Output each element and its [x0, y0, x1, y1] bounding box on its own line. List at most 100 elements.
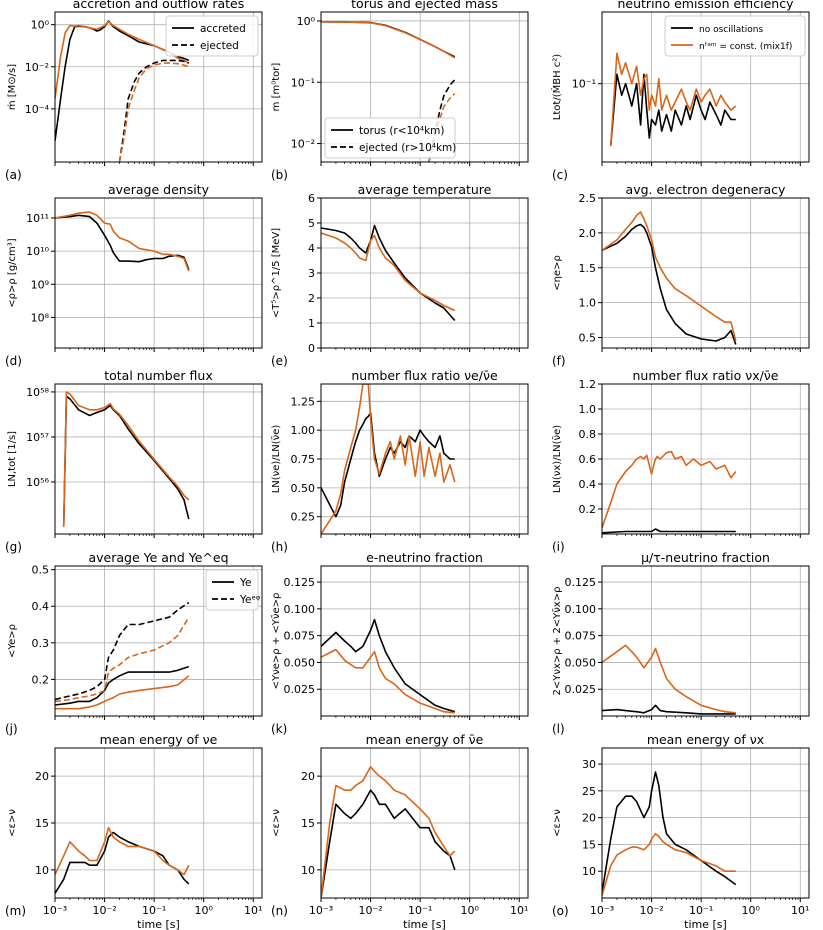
- y-axis-label: <ηe>ρ: [552, 255, 563, 291]
- y-tick-label: 25: [582, 785, 596, 798]
- y-tick-label: 0.4: [32, 600, 50, 613]
- panel-title: total number flux: [104, 368, 213, 383]
- series-line-mix1f: [55, 211, 190, 272]
- panel-letter: (l): [552, 722, 565, 736]
- y-axis-label: LN(νx)/LN(ν̄e): [552, 425, 563, 493]
- series-line-ye-mix1f-: [55, 675, 190, 710]
- series-line-mix1f: [321, 766, 456, 898]
- y-tick-label: 10⁵⁸: [26, 386, 49, 399]
- y-tick-label: 20: [582, 812, 596, 825]
- panel-letter: (c): [552, 168, 568, 182]
- y-tick-label: 10⁰: [297, 15, 316, 28]
- y-tick-label: 0.100: [284, 603, 316, 616]
- panel-letter: (j): [5, 722, 18, 736]
- y-tick-label: 0.100: [565, 603, 597, 616]
- panel-j: 0.2 0.3 0.4 0.5 average Ye and Ye^eq <Ye>ρ (j)…: [5, 550, 263, 736]
- x-tick-label: 10¹: [791, 904, 809, 917]
- series-line-no-osc: [602, 528, 736, 534]
- panel-title: average Ye and Ye^eq: [88, 550, 228, 565]
- y-axis-label: <Ye>ρ: [7, 624, 18, 658]
- y-tick-label: 1.00: [291, 424, 316, 437]
- legend-label: Yeᵉᵠ: [239, 594, 260, 606]
- y-tick-label: 2.0: [579, 227, 597, 240]
- y-axis-label: Ltot/(ṀBH c²): [550, 54, 563, 120]
- x-tick-label: 10⁻³: [43, 904, 67, 917]
- series-line-mix1f: [602, 644, 736, 714]
- legend-box: [664, 15, 806, 57]
- legend: no oscillations nᶠᵃᵐ = const. (mix1f): [664, 15, 806, 57]
- axes-frame: [601, 11, 810, 163]
- legend-box: [324, 117, 456, 159]
- y-axis-label: <ε>ν: [552, 809, 563, 837]
- y-tick-label: 10: [35, 864, 49, 877]
- panel-l: 0.025 0.050 0.075 0.100 0.125 μ/τ-neutrino fr…: [552, 550, 810, 736]
- axes-frame: [320, 11, 529, 163]
- x-tick-label: 10¹: [510, 904, 528, 917]
- panel-letter: (a): [5, 168, 22, 182]
- panel-g: 10⁵⁸ 10⁵⁷ 10⁵⁶ total number flux LN,tot [1/s…: [5, 368, 263, 554]
- y-tick-label: 0.025: [565, 683, 597, 696]
- series-line-mix1f: [602, 450, 737, 529]
- panel-letter: (k): [271, 722, 287, 736]
- y-tick-label: 1.0: [579, 297, 597, 310]
- series-line-no-osc: [602, 704, 736, 715]
- y-tick-label: 1.25: [291, 395, 316, 408]
- x-tick-label: 10⁻²: [92, 904, 116, 917]
- y-tick-label: 10⁹: [31, 278, 49, 291]
- y-tick-label: 20: [35, 770, 49, 783]
- panel-title: number flux ratio νx/ν̄e: [633, 368, 779, 383]
- panel-letter: (n): [271, 904, 288, 918]
- legend-box: [165, 15, 259, 57]
- x-tick-label: 10⁰: [460, 904, 479, 917]
- x-axis-label: time [s]: [403, 918, 446, 930]
- y-tick-label: 0.025: [284, 683, 316, 696]
- legend-label: nᶠᵃᵐ = const. (mix1f): [699, 42, 792, 52]
- panel-b: 10⁰ 10⁻¹ 10⁻² torus and ejected mass m [m⁰to…: [271, 0, 529, 182]
- y-tick-label: 3: [308, 267, 315, 280]
- y-tick-label: 4: [308, 242, 315, 255]
- y-tick-label: 1.0: [579, 403, 597, 416]
- y-tick-label: 10¹¹: [26, 212, 49, 225]
- y-tick-label: 30: [582, 758, 596, 771]
- legend: torus (r<10⁴km) ejected (r>10⁴km): [324, 117, 456, 159]
- panel-title: accretion and outflow rates: [73, 0, 244, 11]
- axes-frame: [54, 11, 263, 163]
- panel-title: torus and ejected mass: [351, 0, 498, 11]
- y-tick-label: 1.2: [579, 378, 597, 391]
- series-line-mix1f: [62, 391, 190, 528]
- panel-letter: (e): [271, 354, 288, 368]
- y-tick-label: 1: [308, 317, 315, 330]
- panel-title: avg. electron degeneracy: [626, 182, 787, 197]
- panel-letter: (i): [552, 540, 565, 554]
- y-tick-label: 1.5: [579, 262, 597, 275]
- series-line-no-osc: [55, 214, 190, 270]
- panel-title: μ/τ-neutrino fraction: [641, 550, 770, 565]
- series-group: [55, 601, 190, 710]
- panel-title: average density: [108, 182, 210, 197]
- panel-title: e-neutrino fraction: [366, 550, 483, 565]
- panel-m: 10 15 20 mean energy of νe <ε>ν (m) 10⁻³ 10⁻² 10…: [5, 732, 263, 930]
- y-tick-label: 10⁰: [31, 19, 50, 32]
- y-tick-label: 0.075: [565, 630, 597, 643]
- panel-title: mean energy of ν̄e: [366, 732, 484, 747]
- y-axis-label: <Yνe>ρ + <Yν̄e>ρ: [271, 593, 282, 690]
- y-tick-label: 0.125: [284, 576, 316, 589]
- series-group: [62, 391, 190, 528]
- series-line-ye-eq-mix1f-: [55, 616, 190, 703]
- panel-e: 0 1 2 3 4 5 6 average temperature <T⁵>ρ^1/5 [MeV…: [271, 182, 529, 368]
- series-line-no-osc: [321, 618, 456, 713]
- y-tick-label: 10⁻⁴: [25, 103, 50, 116]
- series-line-no-osc: [55, 831, 190, 894]
- series-group: [602, 211, 737, 345]
- panel-d: 10¹¹ 10¹⁰ 10⁹ 10⁸ average density <ρ>ρ [g/cm³…: [5, 182, 263, 368]
- panel-letter: (o): [552, 904, 569, 918]
- legend-label: ejected (r>10⁴km): [359, 142, 456, 154]
- panel-title: number flux ratio νe/ν̄e: [351, 368, 498, 383]
- y-tick-label: 0.2: [32, 673, 50, 686]
- series-line-no-osc: [62, 395, 190, 528]
- x-tick-label: 10¹: [244, 904, 262, 917]
- series-line-no-osc: [321, 412, 455, 518]
- panel-title: average temperature: [358, 182, 492, 197]
- series-line-mix1f: [321, 384, 456, 534]
- x-axis-label: time [s]: [137, 918, 180, 930]
